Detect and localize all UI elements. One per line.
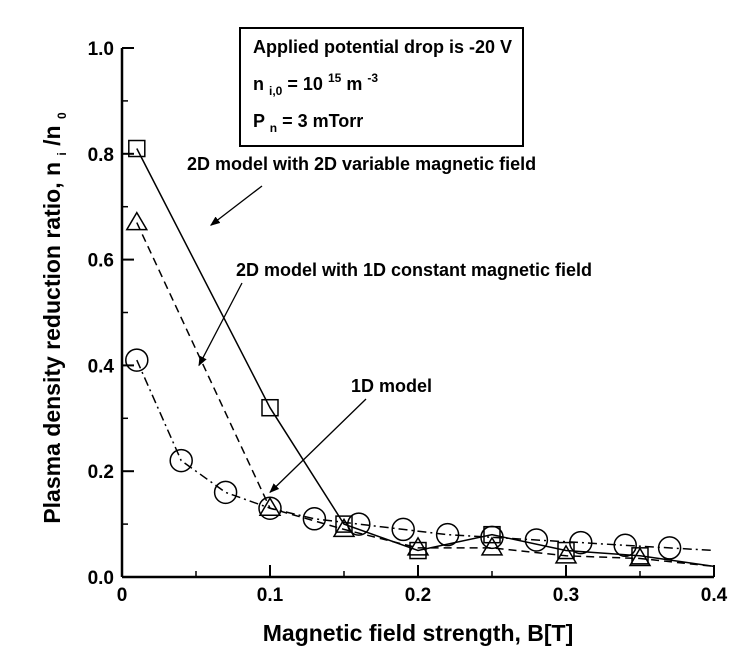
series-square: [128, 139, 715, 568]
y-tick-label: 1.0: [88, 39, 114, 60]
annotation-label: 1D model: [351, 376, 432, 396]
series-line-triangle: [136, 222, 715, 568]
data-point-circle: [569, 530, 593, 555]
data-point-circle: [524, 528, 549, 552]
series-line-circle: [136, 359, 715, 552]
y-tick-label: 0.4: [88, 356, 115, 377]
data-point-circle: [169, 448, 193, 473]
x-tick-label: 0.4: [701, 585, 728, 606]
annotation-layer: 2D model with 2D variable magnetic field…: [187, 154, 592, 494]
info-box-frame: [239, 27, 524, 147]
annotation-label: 2D model with 2D variable magnetic field: [187, 154, 536, 174]
data-point-circle: [435, 522, 460, 547]
axis-ticks: 0 0.1 0.2 0.3 0.4 0.0 0.2 0.4 0.6 0.8 1.0: [88, 39, 728, 606]
info-line-3: P n = 3 mTorr: [253, 111, 363, 136]
data-point-circle: [258, 496, 282, 520]
info-line-2-sub: i,0: [269, 84, 283, 98]
series-circle: [125, 348, 715, 560]
x-tick-label: 0: [117, 585, 128, 606]
data-point-circle: [125, 348, 149, 372]
annotation-arrow: [269, 398, 367, 494]
info-line-3-rest: = 3 mTorr: [282, 111, 363, 131]
x-tick-label: 0.1: [257, 585, 284, 606]
data-point-circle: [613, 533, 637, 558]
data-point-circle: [302, 507, 327, 531]
data-point-triangle: [258, 496, 282, 516]
info-line-2-unit: m: [346, 74, 362, 94]
data-point-circle: [347, 512, 371, 536]
data-point-triangle: [628, 547, 652, 567]
x-tick-label: 0.3: [553, 585, 579, 606]
y-tick-label: 0.6: [88, 251, 114, 272]
y-axis-title-sub1: i: [55, 152, 69, 155]
y-axis-title-mid: /n: [39, 125, 65, 145]
info-line-3-main: P: [253, 111, 265, 131]
data-point-square: [335, 515, 353, 533]
y-tick-label: 0.0: [88, 568, 114, 589]
data-point-circle: [213, 480, 238, 505]
x-axis-title: Magnetic field strength, B[T]: [263, 620, 574, 646]
info-line-2-exp: 15: [328, 71, 342, 85]
info-line-2-eq: = 10: [287, 74, 323, 94]
info-line-3-sub: n: [270, 121, 277, 135]
x-tick-label: 0.2: [405, 585, 431, 606]
data-point-square: [128, 139, 146, 158]
y-axis-title-sub2: 0: [55, 112, 69, 119]
info-line-2-unit-exp: -3: [367, 71, 378, 85]
annotation-label: 2D model with 1D constant magnetic field: [236, 260, 592, 280]
series-layer: [125, 139, 715, 568]
data-point-circle: [391, 517, 415, 542]
series-triangle: [125, 211, 715, 568]
data-point-circle: [480, 525, 504, 550]
y-tick-label: 0.2: [88, 462, 114, 483]
data-point-triangle: [554, 544, 578, 564]
y-axis-title: Plasma density reduction ratio, n i /n 0: [39, 112, 71, 524]
info-line-1: Applied potential drop is -20 V: [253, 37, 512, 57]
data-point-triangle: [406, 536, 430, 556]
data-point-triangle: [125, 211, 149, 231]
info-line-2: n i,0 = 10 15 m -3: [253, 66, 378, 99]
annotation-arrow: [198, 282, 243, 367]
data-point-circle: [657, 536, 682, 560]
y-axis-title-main: Plasma density reduction ratio, n: [39, 162, 65, 524]
info-line-2-main: n: [253, 74, 264, 94]
data-point-square: [261, 398, 279, 417]
y-tick-label: 0.8: [88, 145, 114, 166]
annotation-arrow: [210, 185, 263, 226]
info-box: Applied potential drop is -20 V n i,0 = …: [239, 27, 524, 147]
